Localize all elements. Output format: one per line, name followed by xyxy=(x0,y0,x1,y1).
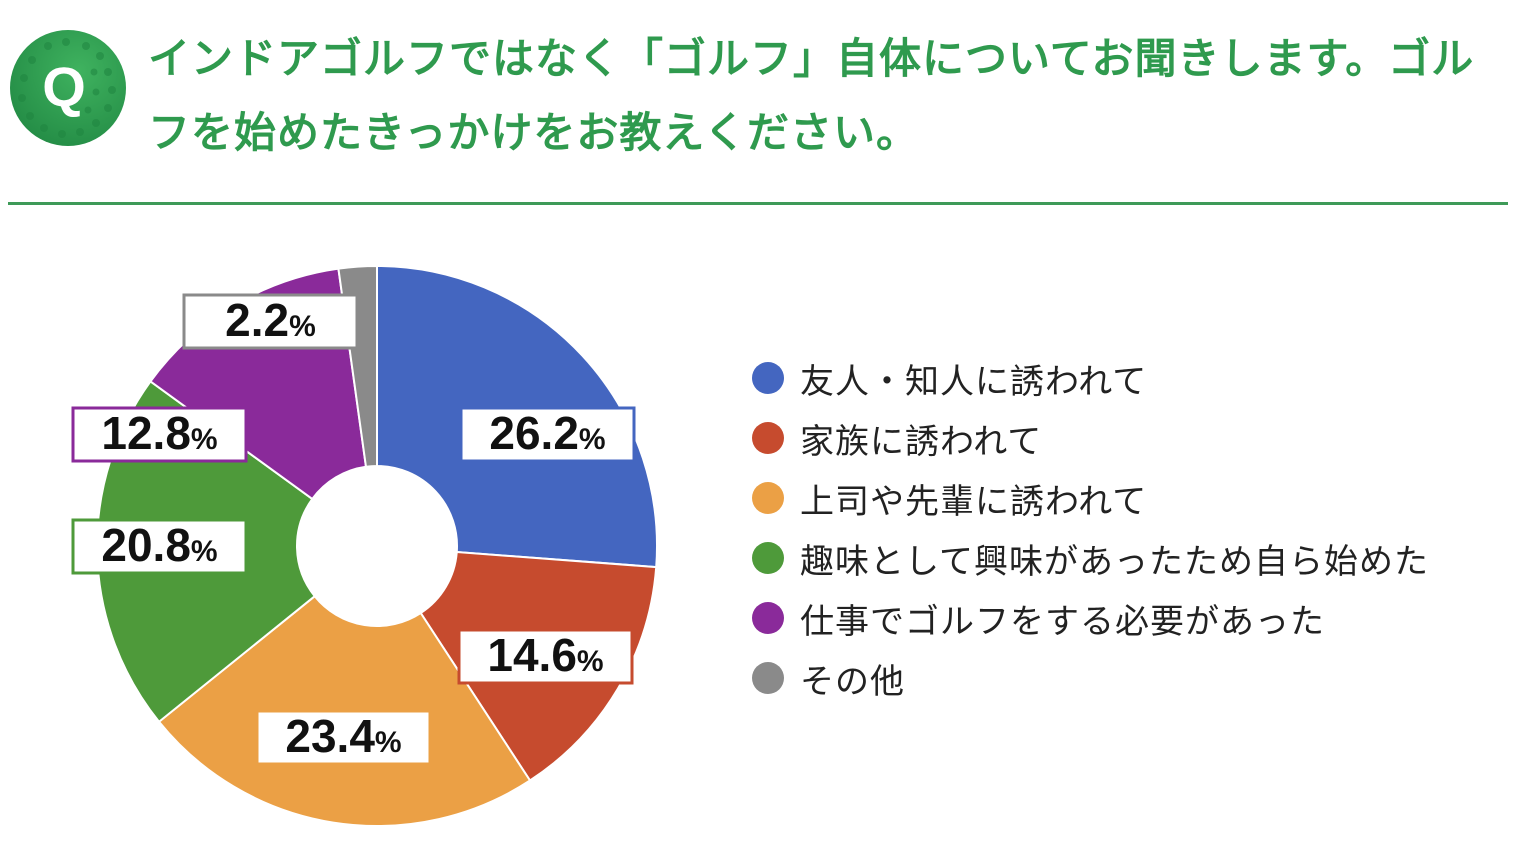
legend-swatch xyxy=(752,362,784,394)
data-label-text: 12.8% xyxy=(101,407,217,459)
chart-legend: 友人・知人に誘われて 家族に誘われて上司や先輩に誘われて趣味として興味があったため… xyxy=(752,348,1429,708)
data-label-text: 14.6% xyxy=(487,629,603,681)
data-label-text: 2.2% xyxy=(225,294,316,346)
data-label-text: 20.8% xyxy=(101,519,217,571)
legend-item: 趣味として興味があったため自ら始めた xyxy=(752,528,1429,588)
data-label-box xyxy=(71,518,248,575)
legend-label: 友人・知人に誘われて xyxy=(800,361,1148,402)
legend-swatch xyxy=(752,602,784,634)
data-label-box xyxy=(71,406,248,463)
data-label: 2.2% xyxy=(182,293,359,350)
legend-label: 上司や先輩に誘われて xyxy=(800,481,1148,522)
legend-label: 仕事でゴルフをする必要があった xyxy=(800,601,1325,642)
data-label-box xyxy=(255,709,432,766)
legend-item: 友人・知人に誘われて xyxy=(752,348,1429,408)
legend-swatch xyxy=(752,542,784,574)
legend-swatch xyxy=(752,482,784,514)
data-label-box xyxy=(459,406,636,463)
legend-label: 家族に誘われて xyxy=(800,421,1043,462)
data-label-box xyxy=(457,628,634,685)
data-label: 26.2% xyxy=(459,406,636,463)
legend-item: その他 xyxy=(752,648,1429,708)
q-badge-icon: Q xyxy=(10,30,126,146)
legend-item: 上司や先輩に誘われて xyxy=(752,468,1429,528)
legend-item: 仕事でゴルフをする必要があった xyxy=(752,588,1429,648)
data-label: 14.6% xyxy=(457,628,634,685)
data-label: 12.8% xyxy=(71,406,248,463)
legend-label: その他 xyxy=(800,661,905,702)
badge-letter: Q xyxy=(42,55,86,118)
legend-swatch xyxy=(752,662,784,694)
data-label: 20.8% xyxy=(71,518,248,575)
data-label-text: 26.2% xyxy=(489,407,605,459)
divider xyxy=(8,202,1508,205)
legend-item: 家族に誘われて xyxy=(752,408,1429,468)
legend-label: 趣味として興味があったため自ら始めた xyxy=(800,541,1429,582)
question-text: インドアゴルフではなく「ゴルフ」自体についてお聞きします。ゴルフを始めたきっかけ… xyxy=(148,34,1475,157)
data-label-box xyxy=(182,293,359,350)
data-label-text: 23.4% xyxy=(285,710,401,762)
data-label: 23.4% xyxy=(255,709,432,766)
legend-swatch xyxy=(752,422,784,454)
golf-ball-shape xyxy=(10,30,126,146)
donut-chart: 26.2% 14.6% 23.4% 20.8% 12.8% 2.2% xyxy=(71,264,658,827)
